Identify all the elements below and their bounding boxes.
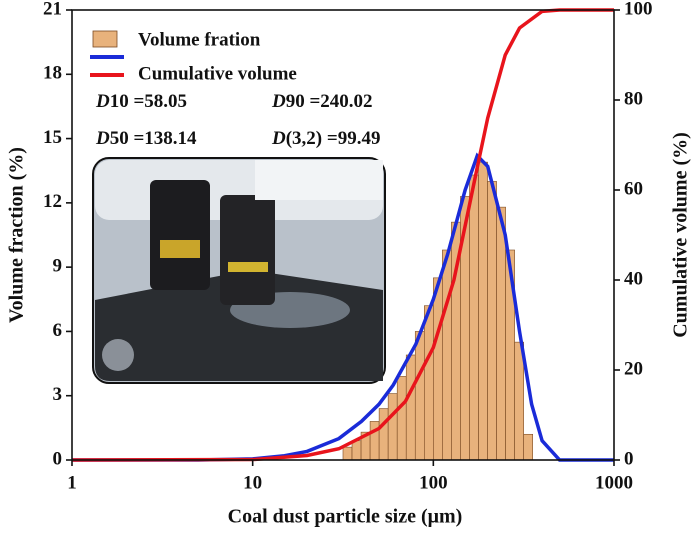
y-axis-label: Volume fraction (%) xyxy=(6,147,28,323)
annotation-symbol: D xyxy=(95,91,110,112)
y-tick-label: 15 xyxy=(43,127,62,148)
bar xyxy=(396,376,407,461)
y-tick-label: 0 xyxy=(53,448,63,469)
bar xyxy=(414,331,425,461)
bar xyxy=(523,433,533,461)
annotation: D50 =138.14 xyxy=(95,128,197,149)
bar xyxy=(351,440,362,461)
x-tick-label: 1 xyxy=(67,472,77,493)
annotation-text: (3,2) =99.49 xyxy=(286,128,381,149)
y-tick-label: 18 xyxy=(43,63,62,84)
plot-frame xyxy=(71,9,615,461)
bar xyxy=(514,341,524,461)
legend-swatch xyxy=(92,30,118,48)
bar xyxy=(387,393,398,461)
y2-axis-label: Cumulative volume (%) xyxy=(670,132,692,338)
annotation: D90 =240.02 xyxy=(271,91,373,112)
y2-tick-label: 60 xyxy=(624,178,643,199)
bar xyxy=(478,161,488,461)
y-tick-label: 9 xyxy=(53,256,63,277)
bar xyxy=(378,408,389,461)
x-tick-label: 1000 xyxy=(595,472,633,493)
inset-photo xyxy=(92,157,386,384)
y2-tick-label: 0 xyxy=(624,448,634,469)
y2-tick-label: 80 xyxy=(624,88,643,109)
bar xyxy=(342,446,353,461)
annotation-text: 50 =138.14 xyxy=(110,128,197,149)
y-tick-label: 6 xyxy=(53,320,63,341)
line xyxy=(71,8,614,462)
y2-tick-label: 40 xyxy=(624,268,643,289)
bar xyxy=(487,181,497,461)
annotation: D10 =58.05 xyxy=(95,91,187,112)
y2-tick-label: 20 xyxy=(624,358,643,379)
bar xyxy=(424,305,434,461)
annotation: D(3,2) =99.49 xyxy=(271,128,380,149)
y2-tick-label: 100 xyxy=(624,0,653,19)
y-tick-label: 3 xyxy=(53,384,63,405)
legend-label: Volume fration xyxy=(138,29,261,50)
y-tick-label: 12 xyxy=(43,191,62,212)
annotation-symbol: D xyxy=(271,128,286,149)
line xyxy=(72,152,614,462)
bar xyxy=(442,249,452,461)
bar xyxy=(433,277,443,461)
annotation-text: 10 =58.05 xyxy=(110,91,187,112)
bar xyxy=(496,206,506,461)
bar xyxy=(405,354,416,461)
y-tick-label: 21 xyxy=(43,0,62,19)
legend-label: Cumulative volume xyxy=(138,63,297,84)
x-tick-label: 100 xyxy=(419,472,448,493)
x-tick-label: 10 xyxy=(243,472,262,493)
bar xyxy=(469,174,479,461)
x-axis-label: Coal dust particle size (μm) xyxy=(228,506,463,528)
annotation-symbol: D xyxy=(95,128,110,149)
annotation-text: 90 =240.02 xyxy=(286,91,373,112)
annotation-symbol: D xyxy=(271,91,286,112)
